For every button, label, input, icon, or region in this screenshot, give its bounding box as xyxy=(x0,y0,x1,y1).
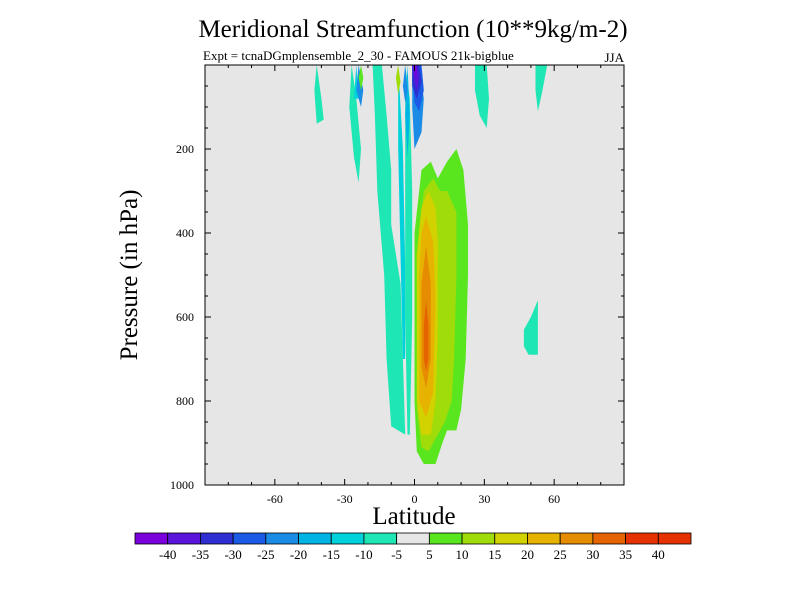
x-tick-label: -60 xyxy=(267,492,283,506)
x-tick-label: 0 xyxy=(412,492,418,506)
colorbar-swatch xyxy=(494,532,528,545)
x-tick-label: -30 xyxy=(337,492,353,506)
colorbar-swatch xyxy=(265,532,299,545)
contour-region-9 xyxy=(405,65,410,158)
contour-region-11 xyxy=(402,65,408,103)
y-axis-title: Pressure (in hPa) xyxy=(116,190,143,361)
colorbar-label: -25 xyxy=(257,547,274,562)
colorbar-label: -35 xyxy=(192,547,209,562)
contour-region-10 xyxy=(356,65,364,107)
colorbar-swatch xyxy=(625,532,659,545)
colorbar-swatch xyxy=(559,532,594,545)
colorbar-label: 20 xyxy=(521,547,534,562)
contour-region-20 xyxy=(395,65,401,95)
colorbar-label: 35 xyxy=(619,547,632,562)
chart-title: Meridional Streamfunction (10**9kg/m-2) xyxy=(198,16,627,43)
colorbar-swatch xyxy=(167,532,201,545)
colorbar-swatch xyxy=(657,532,692,545)
axis-ticks: -60 -30 0 30 60 200 400 600 800 1000 xyxy=(170,65,624,506)
colorbar-label: 15 xyxy=(488,547,501,562)
y-tick-label: 800 xyxy=(176,394,194,408)
colorbar-label: -40 xyxy=(159,547,176,562)
colorbar-swatch xyxy=(396,532,430,545)
colorbar-swatch xyxy=(200,532,234,545)
colorbar-swatch xyxy=(298,532,332,545)
colorbar-swatch xyxy=(330,532,365,545)
colorbar-label: -10 xyxy=(355,547,372,562)
colorbar-label: 30 xyxy=(586,547,599,562)
colorbar-swatch xyxy=(461,532,496,545)
x-tick-label: 60 xyxy=(548,492,560,506)
contour-region-5 xyxy=(535,65,548,112)
y-tick-label: 400 xyxy=(176,226,194,240)
colorbar-label: 5 xyxy=(426,547,433,562)
y-tick-label: 600 xyxy=(176,310,194,324)
colorbar-swatch xyxy=(592,532,626,545)
contour-region-1 xyxy=(405,65,413,435)
contour-region-2 xyxy=(349,65,361,183)
season-label: JJA xyxy=(604,50,624,65)
chart-subtitle: Expt = tcnaDGmplensemble_2_30 - FAMOUS 2… xyxy=(203,48,514,63)
colorbar-swatch xyxy=(428,532,463,545)
colorbar-swatch xyxy=(134,532,169,545)
colorbar-label: -20 xyxy=(290,547,307,562)
contour-region-15 xyxy=(412,65,420,91)
colorbar-label: 10 xyxy=(456,547,469,562)
colorbar-label: 40 xyxy=(652,547,665,562)
x-axis-title: Latitude xyxy=(372,503,455,530)
contour-region-16 xyxy=(414,65,417,76)
colorbar-label: 25 xyxy=(554,547,567,562)
y-tick-label: 1000 xyxy=(170,478,194,492)
contour-regions xyxy=(314,65,548,464)
contour-region-4 xyxy=(475,65,489,128)
contour-region-3 xyxy=(314,65,324,124)
contour-region-6 xyxy=(523,300,538,355)
x-tick-label: 30 xyxy=(478,492,490,506)
contour-region-0 xyxy=(372,65,406,435)
colorbar-swatch xyxy=(232,532,267,545)
colorbar-swatch xyxy=(363,532,398,545)
colorbar-label: -5 xyxy=(391,547,402,562)
colorbar: -40 -35 -30 -25 -20 -15 -10 -5 5 10 15 20 25 30 35 40 xyxy=(134,532,692,562)
colorbar-swatch xyxy=(527,532,561,545)
contour-region-7 xyxy=(398,65,406,359)
colorbar-label: -15 xyxy=(323,547,340,562)
contour-region-18 xyxy=(358,65,364,91)
colorbar-label: -30 xyxy=(224,547,241,562)
contour-region-24 xyxy=(423,300,429,372)
y-tick-label: 200 xyxy=(176,142,194,156)
